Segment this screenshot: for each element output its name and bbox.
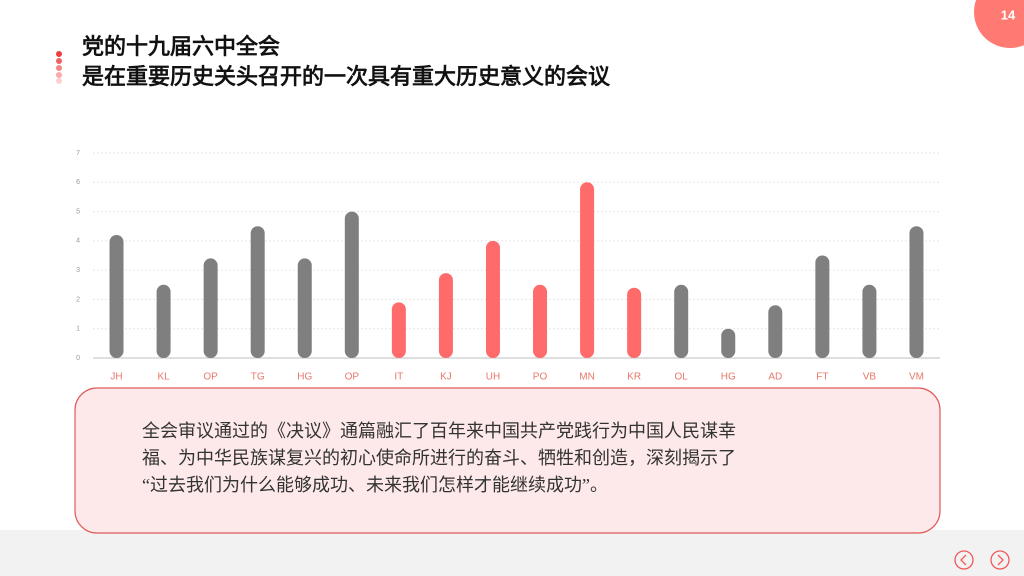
x-tick-label: HG [721,372,736,383]
y-tick-label: 1 [76,326,80,333]
page-badge [974,0,1024,48]
x-tick-label: UH [486,372,500,383]
bar [768,305,783,358]
bar [250,226,265,358]
y-tick-label: 5 [76,208,80,215]
footer-band [0,530,1024,576]
x-tick-label: HG [297,372,312,383]
x-tick-label: OP [345,372,360,383]
body-line: 福、为中华民族谋复兴的初心使命所进行的奋斗、牺牲和创造，深刻揭示了 [142,448,736,468]
bar [721,328,736,358]
x-tick-label: TG [251,372,265,383]
bar [156,284,171,358]
x-tick-label: JH [110,372,122,383]
bar [580,182,595,358]
bar [203,258,218,358]
x-tick-label: VB [863,372,877,383]
bullet-dots [56,51,62,84]
x-tick-label: FT [816,372,828,383]
bar [485,240,500,358]
x-tick-label: VM [909,372,924,383]
bar [862,284,877,358]
x-tick-label: KL [157,372,170,383]
x-tick-label: MN [579,372,595,383]
y-tick-label: 3 [76,267,80,274]
bar [344,211,359,358]
next-button[interactable] [990,550,1010,570]
bar [815,255,830,358]
y-tick-label: 0 [76,355,80,362]
x-tick-label: KR [627,372,641,383]
title-line: 是在重要历史关头召开的一次具有重大历史意义的会议 [82,64,611,90]
bar [297,258,312,358]
x-tick-label: OL [675,372,689,383]
y-tick-label: 7 [76,150,80,157]
prev-button[interactable] [954,550,974,570]
y-tick-label: 4 [76,238,80,245]
y-tick-label: 6 [76,179,80,186]
body-line: “过去我们为什么能够成功、未来我们怎样才能继续成功”。 [142,475,608,495]
bar [533,284,548,358]
bar [109,235,124,358]
page-number: 14 [1001,7,1016,22]
body-line: 全会审议通过的《决议》通篇融汇了百年来中国共产党践行为中国人民谋幸 [142,421,736,441]
bar [391,302,406,358]
bar [438,273,453,358]
x-tick-label: PO [533,372,548,383]
x-tick-label: AD [768,372,782,383]
bar [909,226,924,358]
x-tick-label: IT [394,372,403,383]
y-tick-label: 2 [76,296,80,303]
bar [627,287,642,358]
x-tick-label: KJ [440,372,452,383]
text-box [74,387,941,534]
x-tick-label: OP [203,372,218,383]
title-line: 党的十九届六中全会 [82,34,280,60]
bar [674,284,689,358]
chart: 0 1 2 3 4 5 6 7 JH KL OP TG HG OP IT KJ UH PO MN KR OL HG AD FT… [76,150,940,383]
